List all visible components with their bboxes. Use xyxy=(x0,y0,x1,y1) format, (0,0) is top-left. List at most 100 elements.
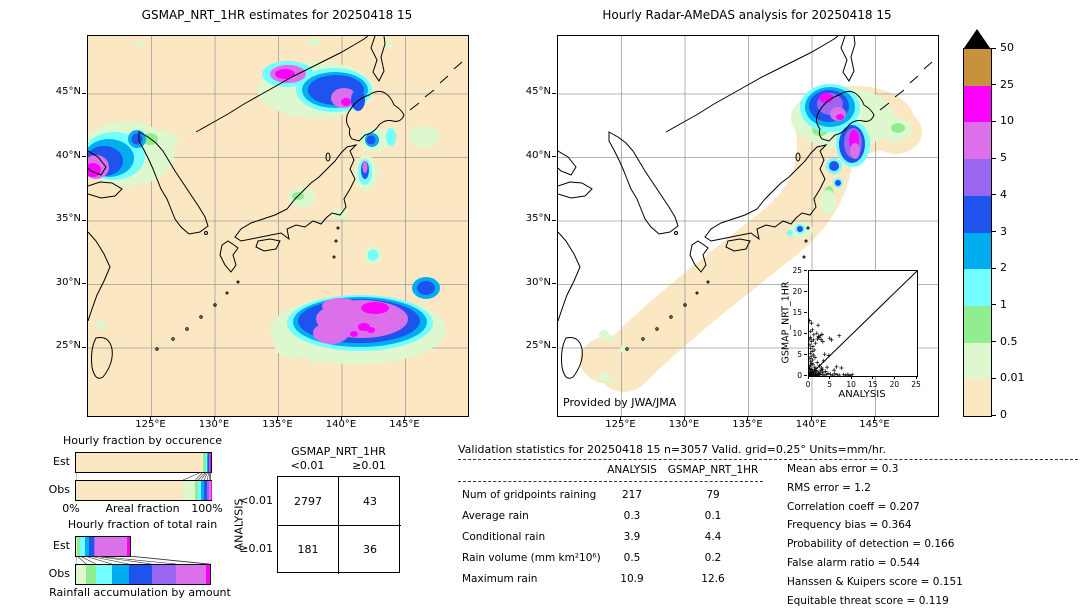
scatter-point xyxy=(820,372,824,376)
occurrence-connectors xyxy=(76,472,211,480)
right-y-tickmark xyxy=(552,219,556,221)
bar-segment xyxy=(206,453,208,472)
scatter-point xyxy=(828,372,833,376)
right-x-tickmark xyxy=(620,416,621,420)
total-rain-title: Hourly fraction of total rain xyxy=(67,518,218,531)
scatter-point xyxy=(848,373,852,376)
bar-segment xyxy=(183,481,196,500)
colorbar-segment xyxy=(964,122,991,160)
bar-segment xyxy=(76,537,78,556)
left-x-tick: 145°E xyxy=(389,419,420,430)
bar-segment xyxy=(209,481,211,500)
scatter-point xyxy=(823,369,828,374)
right-x-tick: 125°E xyxy=(605,419,636,430)
scatter-point xyxy=(820,332,824,337)
inset-xlabel: ANALYSIS xyxy=(838,389,886,400)
scatter-point xyxy=(814,368,819,373)
colorbar-tick-label: 0.01 xyxy=(1000,371,1025,385)
bar-segment xyxy=(128,565,152,584)
occurrence-est-bar xyxy=(75,452,212,473)
scatter-point xyxy=(810,358,815,362)
inset-x-tickmark xyxy=(807,376,809,379)
right-x-tick: 130°E xyxy=(668,419,700,430)
inset-y-tickmark xyxy=(804,332,807,334)
left-y-tick: 35°N xyxy=(55,213,81,224)
bar-segment xyxy=(209,453,211,472)
left-map-title: GSMAP_NRT_1HR estimates for 20250418 15 xyxy=(141,8,413,22)
colorbar-tick-label: 50 xyxy=(1000,41,1014,54)
scatter-point xyxy=(810,349,814,354)
colorbar-overflow-triangle xyxy=(964,29,990,48)
occurrence-title: Hourly fraction by occurence xyxy=(63,434,222,447)
validation-analysis-value: 3.9 xyxy=(623,531,641,543)
right-y-tick: 25°N xyxy=(525,340,551,351)
connector-line xyxy=(203,472,209,480)
scatter-point xyxy=(809,337,812,341)
connector-line xyxy=(195,472,204,480)
left-y-tick: 30°N xyxy=(55,276,81,288)
contingency-cell: 43 xyxy=(363,495,377,508)
bar-segment xyxy=(76,565,87,584)
left-y-tick: 45°N xyxy=(55,86,81,97)
colorbar-tick-label: 1 xyxy=(1000,297,1007,311)
score-line: Correlation coeff = 0.207 xyxy=(787,500,920,513)
inset-x-tickmark xyxy=(872,376,874,379)
right-y-tickmark xyxy=(552,92,556,94)
inset-y-tick: 0 xyxy=(797,371,802,380)
colorbar-tick-label: 4 xyxy=(1000,187,1007,201)
left-y-tickmark xyxy=(82,92,86,94)
scatter-point xyxy=(834,364,839,369)
left-x-tickmark xyxy=(340,416,342,420)
scatter-point xyxy=(826,371,830,376)
right-y-tickmark xyxy=(552,346,556,348)
scatter-point xyxy=(832,371,837,376)
bar-segment xyxy=(86,565,96,584)
colorbar-tickmark xyxy=(991,120,996,122)
colorbar-tickmark xyxy=(991,231,996,232)
bar-segment xyxy=(208,453,210,472)
colorbar-tick-label: 2 xyxy=(1000,261,1007,275)
inset-y-tick: 10 xyxy=(792,329,802,338)
total-rain-obs-bar xyxy=(75,564,212,585)
right-map-title: Hourly Radar-AMeDAS analysis for 2025041… xyxy=(602,8,892,22)
left-x-tickmark xyxy=(277,416,278,420)
occurrence-axis-min: 0% xyxy=(62,502,80,515)
scatter-point xyxy=(818,370,823,375)
validation-gsmap-value: 12.6 xyxy=(701,573,725,585)
right-x-tick: 140°E xyxy=(795,419,827,430)
bar-segment xyxy=(77,537,81,556)
scatter-point xyxy=(809,321,814,326)
validation-row-label: Conditional rain xyxy=(462,531,546,543)
bar-segment xyxy=(205,453,207,472)
scatter-point xyxy=(812,365,817,370)
inset-ylabel: GSMAP_NRT_1HR xyxy=(780,281,792,364)
left-y-tick: 25°N xyxy=(55,340,81,351)
scatter-point xyxy=(816,373,821,376)
connector-line xyxy=(76,556,87,564)
score-line: Mean abs error = 0.3 xyxy=(787,463,899,475)
score-line: Hanssen & Kuipers score = 0.151 xyxy=(787,575,963,588)
inset-x-tickmark xyxy=(893,376,895,379)
scatter-point xyxy=(832,368,837,373)
inset-x-tick: 20 xyxy=(889,380,900,389)
connector-line xyxy=(129,556,211,564)
validation-analysis-value: 0.3 xyxy=(623,510,641,522)
scatter-point xyxy=(829,337,834,342)
connector-line xyxy=(93,556,152,564)
scatter-point xyxy=(815,360,820,365)
validation-title: Validation statistics for 20250418 15 n=… xyxy=(458,443,886,456)
score-line: Frequency bias = 0.364 xyxy=(787,519,912,532)
scatter-point xyxy=(809,370,813,375)
left-y-tick: 40°N xyxy=(55,149,81,161)
colorbar-segment xyxy=(964,232,991,270)
connector-line xyxy=(182,472,202,480)
scatter-point xyxy=(850,372,855,376)
contingency-col-label-1: <0.01 xyxy=(290,459,325,472)
scatter-point xyxy=(827,336,832,341)
scatter-point xyxy=(820,339,825,344)
inset-x-tick: 0 xyxy=(805,380,811,389)
bar-segment xyxy=(201,453,204,472)
colorbar-tick-label: 10 xyxy=(1000,114,1014,128)
scatter-point xyxy=(809,342,812,347)
right-x-tick: 135°E xyxy=(732,419,763,430)
